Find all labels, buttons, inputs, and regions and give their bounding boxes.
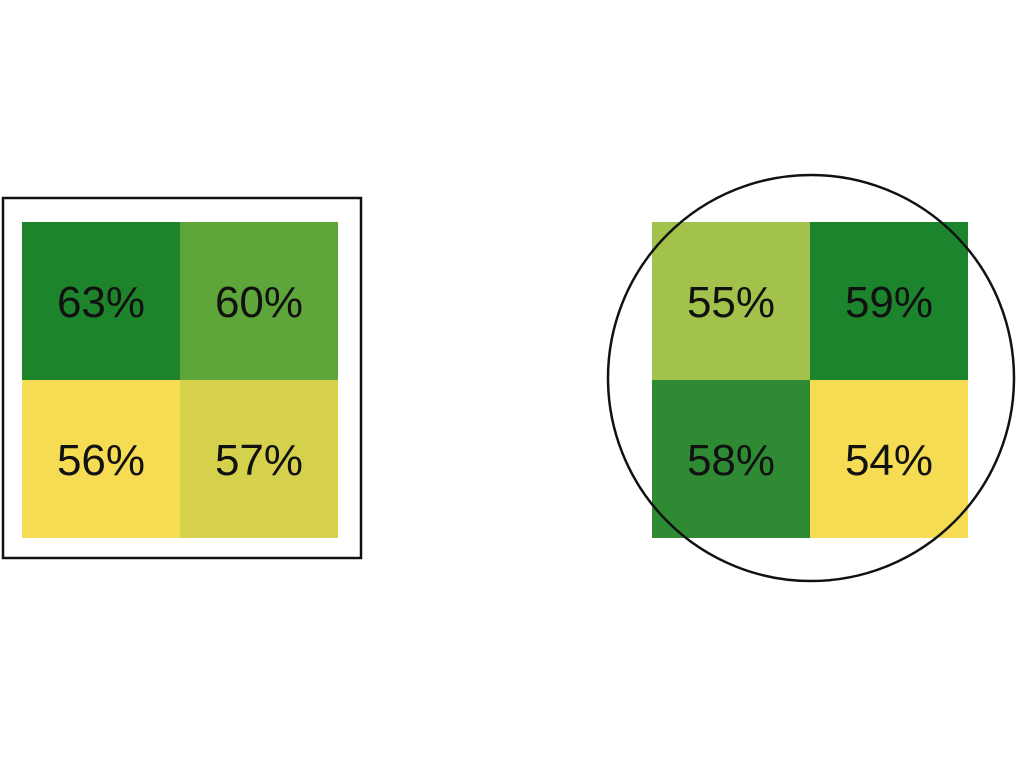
heatmap-cell <box>180 380 338 538</box>
heatmap-cell <box>810 222 968 380</box>
cell-value-label: 54% <box>845 436 933 485</box>
heatmap-cell <box>22 222 180 380</box>
heatmap-panel-2: 55% 59% 58% 54% <box>606 173 1016 583</box>
heatmap-cell <box>810 380 968 538</box>
heatmap-cell <box>652 380 810 538</box>
cell-value-label: 59% <box>845 278 933 327</box>
circle-frame <box>606 173 1016 583</box>
square-frame <box>1 196 363 560</box>
heatmap-cell <box>180 222 338 380</box>
cell-value-label: 58% <box>687 436 775 485</box>
cell-value-label: 56% <box>57 436 145 485</box>
heatmap-panel-1: 63% 60% 56% 57% <box>1 196 363 560</box>
cell-value-label: 63% <box>57 278 145 327</box>
cell-value-label: 57% <box>215 436 303 485</box>
heatmap-cell <box>22 380 180 538</box>
heatmap-cell <box>652 222 810 380</box>
cell-value-label: 55% <box>687 278 775 327</box>
cell-value-label: 60% <box>215 278 303 327</box>
